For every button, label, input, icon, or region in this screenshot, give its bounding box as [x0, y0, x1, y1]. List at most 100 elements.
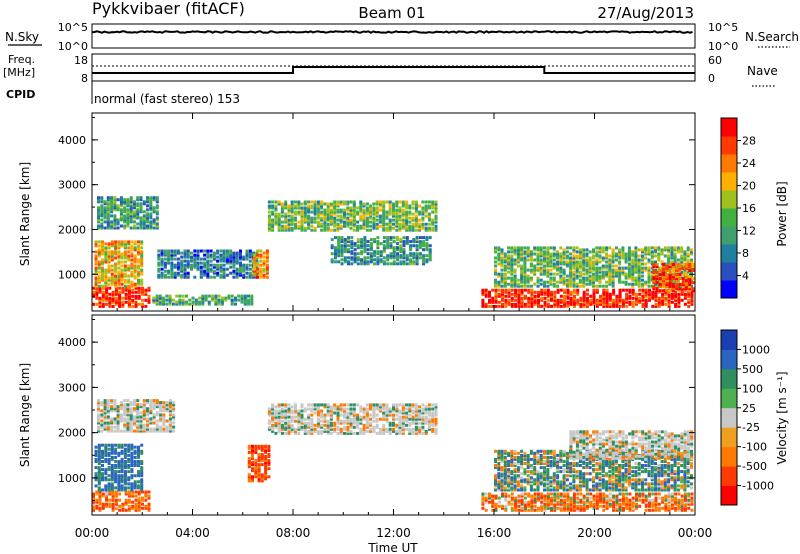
echo-cell	[392, 218, 395, 222]
echo-cell	[123, 198, 127, 202]
echo-cell	[372, 407, 376, 411]
echo-cell	[121, 296, 125, 300]
echo-cell	[320, 210, 324, 214]
echo-cell	[163, 253, 167, 257]
echo-cell	[186, 273, 190, 277]
echo-cell	[219, 275, 223, 279]
echo-cell	[277, 405, 281, 409]
echo-cell	[171, 298, 175, 302]
echo-cell	[103, 202, 107, 206]
echo-cell	[303, 407, 307, 411]
echo-cell	[507, 246, 511, 250]
echo-cell	[488, 294, 491, 298]
echo-cell	[94, 474, 98, 478]
echo-cell	[546, 258, 550, 262]
echo-cell	[155, 423, 159, 427]
echo-cell	[313, 208, 317, 212]
echo-cell	[217, 300, 221, 304]
echo-cell	[533, 492, 537, 496]
echo-cell	[530, 498, 534, 502]
echo-cell	[110, 419, 114, 423]
echo-cell	[114, 504, 118, 508]
echo-cell	[126, 407, 130, 411]
echo-cell	[424, 200, 428, 204]
echo-cell	[340, 244, 344, 248]
echo-cell	[280, 403, 284, 407]
echo-cell	[396, 248, 399, 252]
echo-cell	[157, 263, 161, 267]
echo-cell	[204, 298, 208, 302]
echo-cell	[117, 470, 121, 474]
echo-cell	[114, 470, 118, 474]
echo-cell	[385, 228, 389, 232]
echo-cell	[395, 208, 399, 212]
echo-cell	[265, 253, 269, 257]
echo-cell	[549, 264, 553, 268]
echo-cell	[434, 427, 438, 431]
echo-cell	[106, 411, 110, 415]
echo-cell	[667, 246, 671, 250]
echo-cell	[133, 226, 136, 230]
y-tick-label: 4000	[58, 134, 86, 147]
echo-cell	[421, 206, 425, 210]
echo-cell	[120, 468, 124, 472]
echo-cell	[271, 226, 275, 230]
echo-cell	[127, 464, 131, 467]
echo-cell	[108, 492, 112, 496]
echo-cell	[373, 250, 377, 254]
echo-cell	[517, 292, 521, 296]
echo-cell	[271, 427, 275, 431]
echo-cell	[553, 300, 557, 304]
echo-cell	[533, 272, 537, 276]
echo-cell	[155, 411, 159, 415]
echo-cell	[183, 259, 187, 263]
echo-cell	[589, 298, 593, 302]
echo-cell	[615, 296, 619, 300]
echo-cell	[127, 258, 131, 262]
echo-cell	[297, 427, 301, 431]
echo-cell	[103, 216, 107, 220]
echo-cell	[494, 504, 498, 508]
echo-cell	[592, 274, 595, 278]
echo-cell	[303, 429, 307, 433]
echo-cell	[262, 269, 266, 273]
echo-cell	[123, 264, 127, 268]
echo-cell	[517, 494, 521, 498]
echo-cell	[114, 472, 118, 476]
echo-cell	[690, 270, 693, 274]
echo-cell	[559, 256, 563, 260]
echo-cell	[326, 216, 330, 220]
echo-cell	[431, 220, 435, 224]
echo-cell	[186, 249, 190, 253]
echo-cell	[556, 284, 560, 288]
echo-cell	[140, 451, 144, 455]
echo-cell	[126, 216, 130, 220]
echo-cell	[349, 419, 353, 423]
echo-cell	[157, 275, 161, 279]
echo-cell	[196, 263, 200, 267]
echo-cell	[104, 445, 108, 449]
echo-cell	[168, 401, 172, 405]
echo-cell	[183, 251, 187, 255]
echo-cell	[101, 240, 104, 244]
echo-cell	[260, 448, 264, 452]
echo-cell	[294, 409, 297, 413]
echo-cell	[294, 415, 297, 419]
echo-cell	[100, 200, 104, 204]
echo-cell	[536, 246, 540, 250]
beam-title: Beam 01	[358, 4, 425, 22]
echo-cell	[356, 240, 360, 244]
echo-cell	[139, 210, 143, 214]
echo-cell	[488, 292, 491, 296]
echo-cell	[126, 218, 130, 222]
echo-cell	[676, 250, 680, 254]
echo-cell	[539, 258, 543, 262]
echo-cell	[248, 275, 252, 279]
echo-cell	[212, 269, 216, 273]
echo-cell	[303, 425, 307, 429]
echo-cell	[136, 214, 140, 218]
echo-cell	[533, 290, 537, 294]
echo-cell	[356, 228, 360, 232]
echo-cell	[392, 254, 396, 258]
echo-cell	[206, 249, 210, 253]
